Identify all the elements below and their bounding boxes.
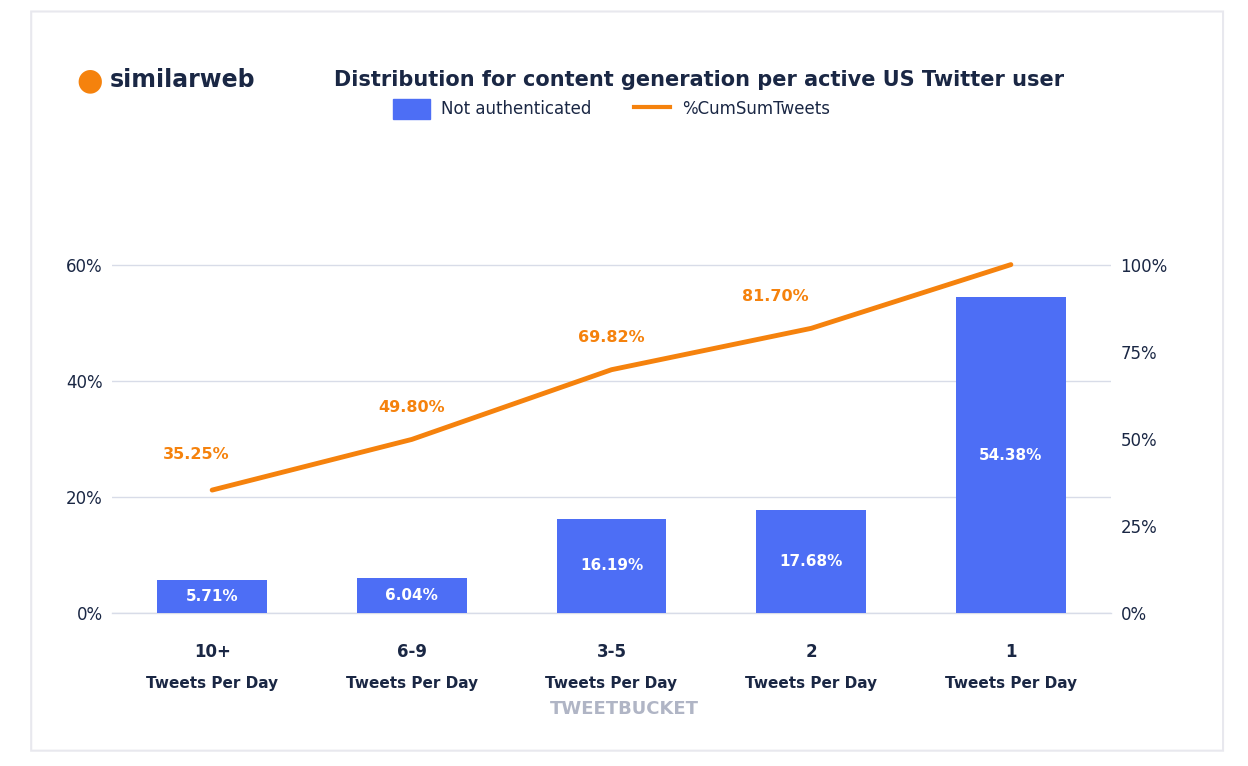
Text: 1: 1 <box>1005 643 1017 661</box>
Text: 10+: 10+ <box>193 643 231 661</box>
Text: 54.38%: 54.38% <box>980 447 1042 463</box>
Text: ●: ● <box>76 66 104 95</box>
Text: Tweets Per Day: Tweets Per Day <box>945 676 1077 691</box>
Text: 35.25%: 35.25% <box>163 447 230 462</box>
Text: 5.71%: 5.71% <box>186 589 238 604</box>
Legend: Not authenticated, %CumSumTweets: Not authenticated, %CumSumTweets <box>387 93 836 125</box>
Text: 16.19%: 16.19% <box>580 558 643 573</box>
Bar <box>357 578 467 613</box>
Text: Tweets Per Day: Tweets Per Day <box>146 676 278 691</box>
Text: 2: 2 <box>805 643 817 661</box>
Bar <box>557 519 666 613</box>
Text: 3-5: 3-5 <box>597 643 626 661</box>
Text: Tweets Per Day: Tweets Per Day <box>346 676 478 691</box>
Text: 6.04%: 6.04% <box>386 588 438 603</box>
Bar <box>756 510 866 613</box>
Text: 49.80%: 49.80% <box>378 400 446 415</box>
Text: Distribution for content generation per active US Twitter user: Distribution for content generation per … <box>333 70 1065 90</box>
Text: TWEETBUCKET: TWEETBUCKET <box>549 699 699 718</box>
Bar <box>956 297 1066 613</box>
Text: similarweb: similarweb <box>110 68 256 93</box>
Text: 6-9: 6-9 <box>397 643 427 661</box>
FancyBboxPatch shape <box>31 11 1223 751</box>
Text: Tweets Per Day: Tweets Per Day <box>545 676 678 691</box>
Text: 81.70%: 81.70% <box>743 289 809 304</box>
Text: Tweets Per Day: Tweets Per Day <box>745 676 877 691</box>
Bar <box>157 580 267 613</box>
Text: 17.68%: 17.68% <box>780 554 842 569</box>
Text: 69.82%: 69.82% <box>578 330 645 345</box>
